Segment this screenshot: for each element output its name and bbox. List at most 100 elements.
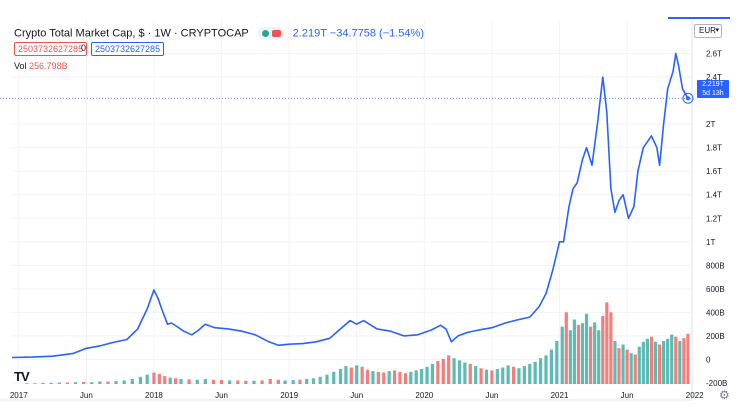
volume-bar — [283, 380, 287, 384]
volume-bar — [276, 379, 280, 384]
volume-bar — [430, 363, 435, 384]
volume-bar — [187, 379, 191, 384]
volume-bar — [584, 313, 589, 384]
volume-bar — [686, 333, 690, 384]
last-price-value: 2.219T — [702, 81, 724, 88]
volume-bar — [338, 368, 343, 384]
volume-bar — [609, 312, 613, 384]
y-tick-label: 1.4T — [706, 191, 722, 200]
volume-bar — [645, 338, 649, 384]
y-tick-label: 0 — [706, 355, 711, 364]
volume-bar — [613, 341, 617, 384]
volume-bar — [219, 380, 224, 384]
volume-bar — [597, 330, 601, 384]
volume-bar — [195, 379, 199, 384]
volume-value: 256.798B — [29, 61, 68, 71]
volume-bar — [601, 315, 605, 384]
volume-bar — [305, 378, 309, 384]
volume-bar — [244, 380, 248, 384]
volume-bar — [90, 382, 94, 384]
y-tick-label: 1.8T — [706, 144, 722, 153]
volume-bar — [568, 330, 572, 384]
volume-bar — [637, 346, 641, 384]
currency-select[interactable]: EUR ▾ — [694, 24, 722, 38]
volume-label: Vol — [14, 61, 27, 71]
volume-bar — [349, 367, 353, 384]
y-tick-label: -200B — [706, 379, 727, 388]
volume-bar — [365, 369, 370, 384]
volume-bar — [629, 353, 633, 384]
volume-bar — [260, 380, 264, 384]
series-line — [11, 52, 689, 359]
symbol-title[interactable]: Crypto Total Market Cap, $ · 1W · CRYPTO… — [14, 27, 249, 40]
volume-bar — [236, 380, 240, 384]
last-value: 2.219T — [292, 27, 327, 40]
volume-bar — [506, 365, 510, 384]
volume-bar — [65, 382, 70, 384]
input-left[interactable]: 2503732627285 — [14, 42, 88, 56]
price-change: −34.7758 (−1.54%) — [329, 27, 424, 40]
y-tick-label: 200B — [706, 332, 725, 341]
volume-bar — [325, 374, 329, 384]
x-tick-label: Jun — [80, 391, 93, 400]
volume-bar — [633, 354, 637, 384]
volume-bar — [605, 302, 609, 384]
volume-bar — [511, 366, 516, 384]
volume-bar — [318, 376, 322, 384]
volume-bar — [670, 334, 674, 384]
volume-bar — [157, 373, 161, 384]
volume-bar — [662, 341, 666, 384]
input-right[interactable]: 2503732627285 — [91, 42, 165, 56]
indicator-toggle[interactable] — [257, 27, 284, 40]
tradingview-logo: TV — [14, 369, 30, 384]
volume-bar — [522, 366, 526, 384]
volume-bar — [682, 338, 686, 384]
volume-bar — [457, 360, 462, 384]
volume-bar — [291, 380, 295, 384]
volume-bar — [376, 371, 380, 384]
volume-bar — [564, 312, 568, 384]
x-tick-label: 2018 — [145, 391, 163, 400]
volume-bar — [678, 341, 682, 384]
volume-bar — [311, 378, 316, 384]
volume-bar — [436, 361, 440, 384]
last-point-marker — [682, 92, 694, 104]
volume-bar — [641, 341, 645, 384]
y-tick-label: 600B — [706, 285, 725, 294]
volume-bar — [33, 383, 37, 384]
y-tick-label: 1T — [706, 238, 715, 247]
countdown: 5d 13h — [702, 90, 724, 97]
volume-bar — [649, 336, 654, 384]
last-price-label: 2.219T 5d 13h — [697, 80, 729, 98]
x-axis: 2017 Jun 2018 Jun 2019 Jun 2020 Jun 2021 Jun 2022 — [10, 391, 704, 400]
volume-bar — [495, 368, 499, 384]
x-tick-label: Jun — [621, 391, 634, 400]
volume-bar — [589, 326, 593, 384]
volume-bar — [268, 378, 272, 384]
volume-bar — [549, 349, 554, 384]
volume-bar — [533, 361, 537, 384]
volume-bar — [528, 363, 532, 384]
price-line — [11, 52, 694, 359]
volume-bar — [593, 322, 597, 384]
volume-bars — [25, 302, 690, 384]
volume-bar — [360, 366, 364, 384]
volume-bar — [138, 376, 143, 384]
volume-bar — [163, 376, 167, 384]
volume-bar — [490, 370, 494, 384]
y-tick-label: 1.2T — [706, 214, 722, 223]
volume-bar — [653, 341, 658, 384]
status-dot-icon — [261, 30, 269, 37]
volume-bar — [447, 355, 451, 384]
x-tick-label: 2022 — [686, 391, 704, 400]
last-point-dot — [685, 96, 690, 101]
y-tick-label: 1.6T — [706, 167, 722, 176]
volume-bar — [580, 323, 585, 384]
volume-bar — [398, 371, 402, 384]
volume-bar — [479, 368, 483, 384]
volume-bar — [73, 382, 78, 384]
x-tick-label: 2019 — [280, 391, 298, 400]
volume-bar — [409, 371, 413, 384]
gear-icon[interactable]: ⚙ — [719, 388, 730, 402]
